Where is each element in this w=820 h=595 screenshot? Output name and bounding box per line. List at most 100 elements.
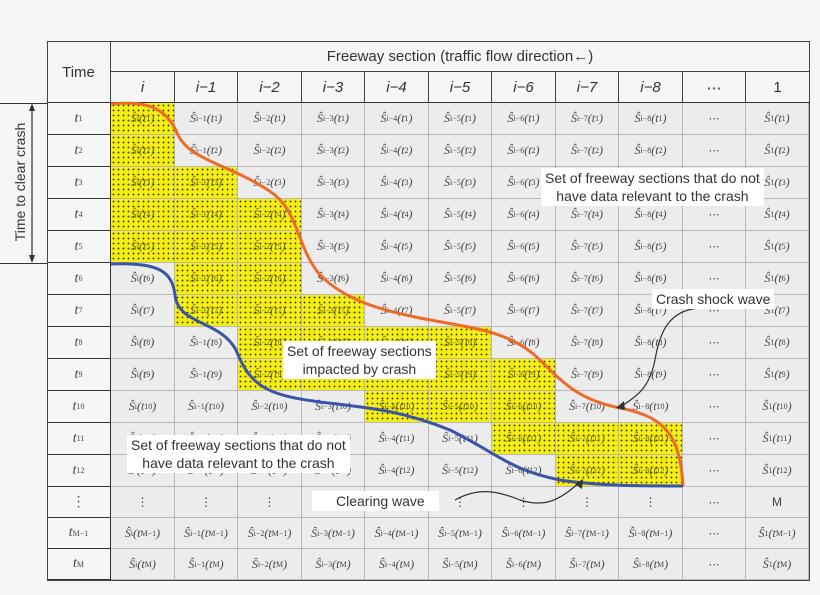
table-cell: ⋮ (175, 487, 238, 518)
table-cell: Ŝ 1(t 12) (746, 455, 809, 487)
table-cell: Ŝ 1(t 11) (746, 423, 809, 455)
table-cell: ⋯ (683, 103, 746, 135)
table-cell: ⋮ (492, 487, 556, 518)
table-cell: ⋯ (683, 487, 746, 518)
table-cell: Ŝ 1(t 8) (746, 327, 809, 359)
time-header-label: Time (62, 63, 95, 81)
time-row-label: ⋮ (47, 487, 111, 518)
time-row-label: t 11 (47, 423, 111, 455)
impacted-line1: Set of freeway sections (287, 343, 432, 359)
table-cell: ⋮ (619, 487, 683, 518)
table-cell: ⋮ (238, 487, 302, 518)
column-header-8: i−8 (619, 72, 683, 103)
shock-wave-annotation: Crash shock wave (652, 289, 775, 309)
table-cell: Ŝ 1(t 10) (746, 391, 809, 423)
table-cell: ⋯ (683, 455, 746, 487)
time-row-label: t M−1 (47, 518, 111, 549)
no-data-top-line1: Set of freeway sections that do not (545, 170, 760, 186)
clearing-wave-annotation: Clearing wave (312, 491, 439, 511)
column-header-10: 1 (746, 72, 809, 103)
table-cell: ⋯ (683, 231, 746, 263)
table-cell: Ŝ 1(t 9) (746, 359, 809, 391)
table-cell: Ŝ 1(t 1) (746, 103, 809, 135)
column-header-4: i−4 (365, 72, 429, 103)
table-cell: Ŝ 1(t M) (746, 549, 809, 580)
table-cell: Ŝ 1(t 2) (746, 135, 809, 167)
table-cell: ⋯ (683, 135, 746, 167)
no-data-bottom-annotation: Set of freeway sections that do not have… (127, 435, 350, 473)
column-header-1: i−1 (175, 72, 238, 103)
table-cell: ⋯ (683, 327, 746, 359)
table-cell: ⋯ (683, 423, 746, 455)
section-title: Freeway section (traffic flow direction←… (111, 41, 809, 72)
section-title-label: Freeway section (traffic flow direction←… (326, 47, 594, 65)
column-header-6: i−6 (492, 72, 556, 103)
